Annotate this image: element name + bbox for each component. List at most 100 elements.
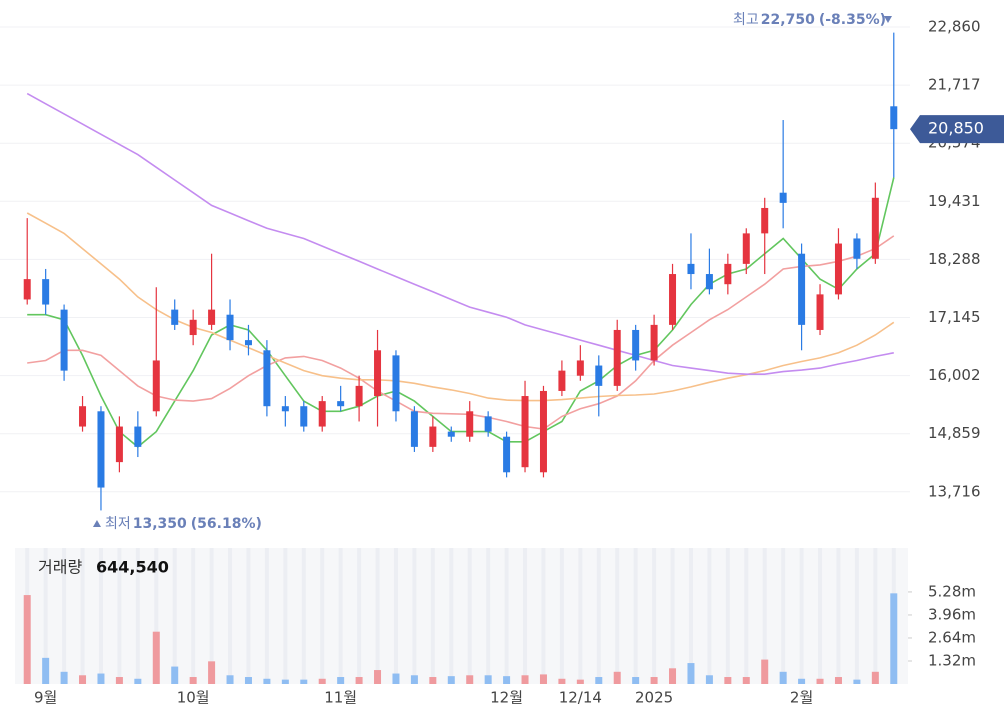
stripe (559, 548, 564, 684)
y-tick-label: 5.28m (928, 582, 976, 600)
low-text: 최저 (105, 516, 131, 532)
current-price-tag (910, 115, 1004, 144)
volume-bar (705, 675, 713, 684)
low-change: (56.18%) (191, 516, 262, 532)
x-tick-label: 9월 (34, 689, 57, 707)
candle-body (42, 279, 50, 305)
candle-body (779, 192, 787, 203)
x-tick-label: 2월 (790, 689, 813, 707)
volume-bar (503, 676, 511, 684)
stripe (172, 548, 177, 684)
candle-body (798, 253, 806, 325)
volume-bar (687, 663, 695, 684)
stripe (707, 548, 712, 684)
volume-bar (300, 679, 308, 684)
stripe (375, 548, 380, 684)
stripe (430, 548, 435, 684)
volume-bar (466, 675, 474, 684)
stripe (652, 548, 657, 684)
stripe (799, 548, 804, 684)
stripe (117, 548, 122, 684)
candle-body (263, 350, 271, 407)
stripe (43, 548, 48, 684)
y-tick-label: 19,431 (928, 192, 981, 210)
low-marker (92, 520, 101, 527)
stripe (228, 548, 233, 684)
volume-bar (669, 668, 677, 684)
volume-bar (318, 678, 326, 684)
volume-bar (97, 673, 105, 684)
stripe (818, 548, 823, 684)
candle-body (724, 263, 732, 285)
stripe (615, 548, 620, 684)
volume-bar (632, 677, 640, 684)
candle-body (208, 309, 216, 325)
stripe (449, 548, 454, 684)
y-tick-label: 3.96m (928, 605, 976, 623)
stripe (744, 548, 749, 684)
stripe (762, 548, 767, 684)
candle-body (429, 426, 437, 447)
volume-stripes (25, 548, 896, 684)
stripe (191, 548, 196, 684)
volume-bar (779, 671, 787, 684)
stripe (412, 548, 417, 684)
stripe (781, 548, 786, 684)
y-tick-label: 2.64m (928, 628, 976, 646)
stripe (357, 548, 362, 684)
volume-bar (742, 677, 750, 684)
stripe (320, 548, 325, 684)
candle-body (189, 319, 197, 336)
volume-bar (79, 675, 87, 684)
volume-bar (244, 677, 252, 684)
stripe (80, 548, 85, 684)
candle-body (761, 207, 769, 234)
volume-bar (263, 678, 271, 684)
y-tick-label: 13,716 (928, 482, 981, 500)
volume-bar (595, 677, 603, 684)
candle-body (705, 274, 713, 290)
candle-body (355, 385, 363, 407)
x-tick-label: 12/14 (559, 689, 602, 707)
volume-bar (429, 677, 437, 684)
x-tick-label: 2025 (635, 689, 673, 707)
x-tick-label: 11월 (324, 689, 357, 707)
volume-bar (871, 671, 879, 684)
volume-title: 거래량 (38, 558, 82, 577)
volume-bar (189, 677, 197, 684)
stripe (504, 548, 509, 684)
volume-bar (798, 678, 806, 684)
stripe (393, 548, 398, 684)
candle-body (576, 360, 584, 376)
y-tick-label: 21,717 (928, 76, 981, 94)
volume-bar (208, 661, 216, 684)
stripe (486, 548, 491, 684)
candle-body (226, 314, 234, 341)
stripe (836, 548, 841, 684)
high-text: 최고 (733, 12, 759, 28)
candle-body (484, 416, 492, 432)
stripe (62, 548, 67, 684)
stripe (301, 548, 306, 684)
volume-bar (576, 679, 584, 684)
candle-body (816, 294, 824, 330)
candle-body (632, 329, 640, 361)
candle-body (374, 350, 382, 397)
candle-body (669, 274, 677, 325)
stripe (688, 548, 693, 684)
high-change: (-8.35%) (819, 12, 886, 28)
volume-bar (226, 675, 234, 684)
stripe (873, 548, 878, 684)
volume-bar (152, 631, 160, 684)
stripe (670, 548, 675, 684)
volume-panel (15, 548, 908, 684)
candle-body (890, 106, 898, 130)
volume-bar (42, 657, 50, 684)
volume-bar (521, 675, 529, 684)
volume-last: 644,540 (96, 558, 169, 577)
stripe (246, 548, 251, 684)
current-price-label: 20,850 (928, 119, 984, 138)
candle-body (79, 406, 87, 427)
candle-body (410, 411, 418, 447)
